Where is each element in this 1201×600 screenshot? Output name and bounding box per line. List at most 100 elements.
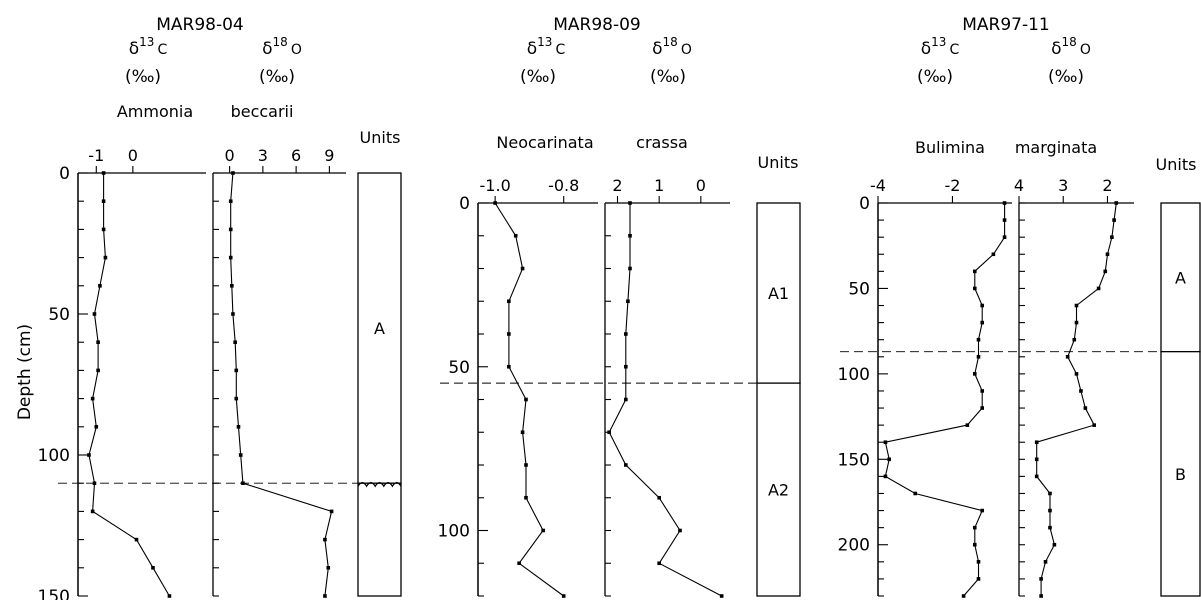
d18o-header: δ18 O (‰) [650,35,692,87]
data-point [972,286,977,291]
data-point [607,430,611,435]
data-point [1074,320,1079,325]
data-point [1114,201,1119,205]
header-unit: (‰) [917,67,953,87]
data-point [92,312,97,316]
x-tick-label: 6 [291,146,301,165]
data-point [980,389,985,393]
data-point [517,561,521,566]
unconformity-wave [357,482,402,488]
units-column: A1 A2 [756,202,801,597]
x-tick-label: -0.8 [548,176,579,195]
series-line [88,173,170,597]
data-point [1048,525,1052,530]
x-tick-label: 0 [225,146,235,165]
units-header: Units [1156,155,1197,174]
data-point [90,509,95,514]
header-unit: (‰) [650,67,686,87]
core-title: MAR98-04 [156,15,244,35]
data-point [1112,218,1116,222]
x-tick-label: -4 [870,176,886,195]
data-point [1002,218,1007,222]
species-epithet: crassa [636,133,688,152]
header-symbol: δ [527,39,537,59]
data-point [1103,269,1108,274]
unit-label: A [1175,268,1186,287]
depth-axis: 0 50 100 150 200 [838,194,888,597]
data-point [976,354,981,359]
data-point [524,397,528,402]
header-element: C [949,42,959,58]
y-tick-label: 50 [48,305,70,325]
data-point [624,332,628,336]
data-point [151,566,155,570]
data-point [103,255,108,260]
data-point [101,199,106,203]
data-point [678,528,682,533]
header-sup: 13 [537,35,552,49]
data-point [628,201,632,205]
header-unit: (‰) [259,67,295,87]
unit-label: A1 [768,284,789,303]
data-point [976,560,981,564]
data-point [1096,286,1101,291]
y-tick-label: 0 [459,194,470,214]
species-genus: Neocarinata [496,133,593,152]
data-point [507,299,511,304]
data-point [628,233,632,238]
header-element: O [1080,42,1091,58]
data-point [236,425,241,429]
data-point [719,594,724,598]
header-unit: (‰) [125,67,161,87]
series-line [494,202,565,597]
header-element: O [681,42,692,58]
x-tick-label: 3 [258,146,268,165]
data-point [657,561,661,566]
unit-interval [756,382,801,597]
data-point [520,430,525,435]
data-point [1048,508,1052,513]
data-point [230,284,234,288]
data-point [883,474,888,479]
unit-interval [1160,202,1201,353]
data-point [883,440,888,445]
unit-interval [357,482,402,597]
y-tick-label: 0 [859,194,870,214]
data-point [976,577,981,581]
header-symbol: δ [921,39,931,59]
data-point [965,423,970,427]
core-mar98-04: MAR98-04 δ13 C (‰) δ18 O (‰) Ammonia becca… [15,15,402,600]
data-point [628,266,632,271]
y-axis-label: Depth (cm) [15,324,35,420]
data-point [1079,389,1083,393]
data-point [887,457,891,462]
core-mar98-09: MAR98-09 δ13 C (‰) δ18 O (‰) Neocarinata c… [438,15,801,598]
header-sup: 13 [931,35,946,49]
x-tick-label: 9 [324,146,334,165]
data-point [101,227,106,232]
header-element: C [157,42,167,58]
data-point [231,312,235,316]
d13c-header: δ13 C (‰) [917,35,959,87]
x-tick-label: 4 [1014,176,1024,195]
d13c-panel: -1 0 [77,146,206,598]
data-point [520,266,525,271]
core-title: MAR97-11 [962,15,1050,35]
header-symbol: δ [262,39,272,59]
data-point [913,491,918,496]
header-symbol: δ [652,39,662,59]
d13c-header: δ13 C (‰) [125,35,167,87]
header-sup: 13 [139,35,154,49]
series-line [884,203,1006,597]
x-tick-label: 0 [696,176,706,195]
data-point [972,542,977,547]
core-title: MAR98-09 [553,15,641,35]
data-point [961,594,966,598]
d13c-panel: -1.0 -0.8 [477,176,598,598]
units-header: Units [758,153,799,172]
data-point [493,201,497,205]
